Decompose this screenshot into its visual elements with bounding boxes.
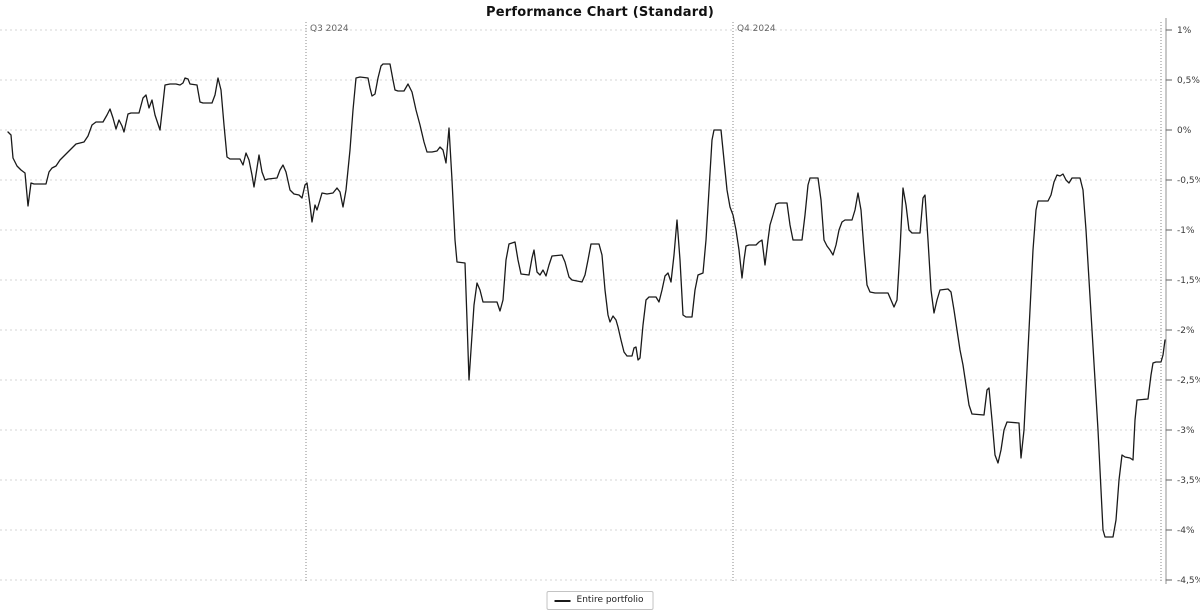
quarter-label: Q3 2024	[310, 24, 349, 34]
y-tick-label: -4,5%	[1177, 576, 1200, 586]
legend: Entire portfolio	[546, 591, 654, 610]
y-tick-label: -0,5%	[1177, 176, 1200, 186]
y-tick-label: -2,5%	[1177, 376, 1200, 386]
chart-title: Performance Chart (Standard)	[486, 5, 714, 20]
quarter-label: Q4 2024	[737, 24, 776, 34]
y-tick-label: 0,5%	[1177, 76, 1200, 86]
y-tick-label: -1%	[1177, 226, 1195, 236]
y-tick-label: -3%	[1177, 426, 1195, 436]
legend-item-entire-portfolio[interactable]: Entire portfolio	[576, 595, 644, 605]
y-tick-label: -3,5%	[1177, 476, 1200, 486]
legend-line-swatch	[554, 599, 571, 602]
y-tick-label: 0%	[1177, 126, 1192, 136]
series-line-entire-portfolio	[7, 63, 1166, 538]
y-tick-label: 1%	[1177, 26, 1192, 36]
y-tick-label: -2%	[1177, 326, 1195, 336]
y-tick-label: -4%	[1177, 526, 1195, 536]
y-tick-label: -1,5%	[1177, 276, 1200, 286]
